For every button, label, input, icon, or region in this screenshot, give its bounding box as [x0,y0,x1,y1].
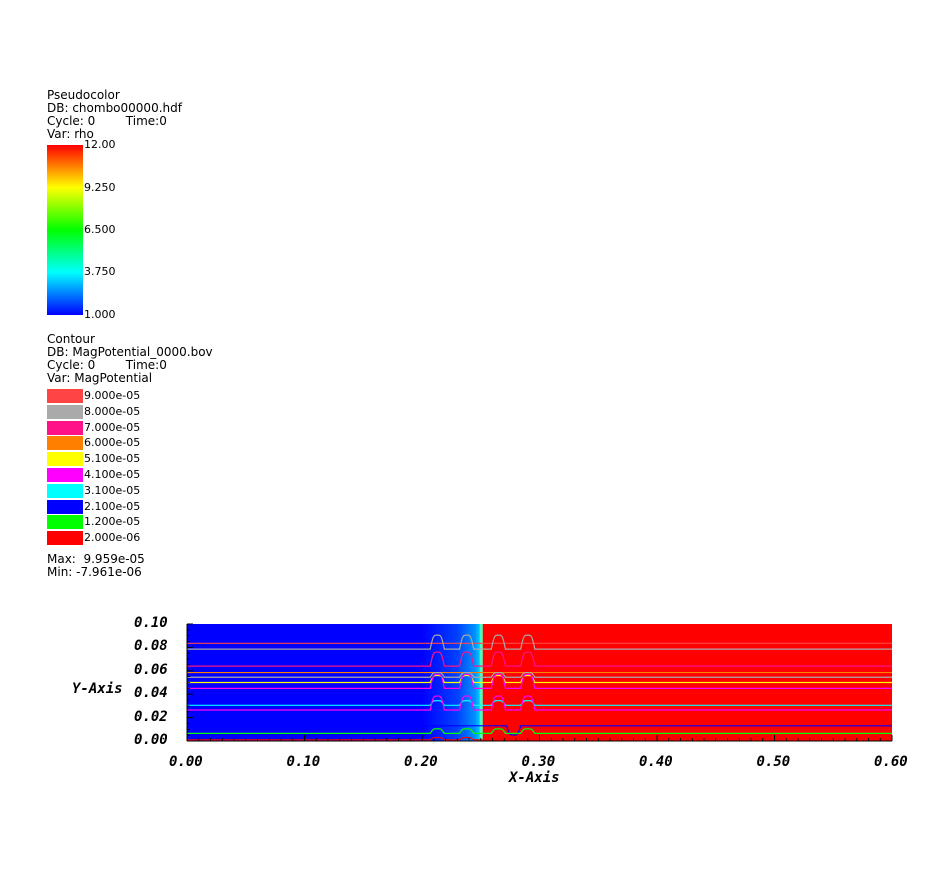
x-tick-label: 0.60 [874,754,908,770]
x-tick-label: 0.30 [521,754,556,770]
contour-var: Var: MagPotential [47,371,153,385]
pseudocolor-db: DB: chombo00000.hdf [47,101,182,115]
y-axis-title: Y-Axis [72,681,123,697]
axes [186,623,893,742]
contour-level-label: 8.000e-05 [84,404,141,418]
contour-line [187,673,892,689]
colorbar-tick: 9.250 [84,181,116,194]
contour-level-label: 7.000e-05 [84,420,141,434]
y-tick-label: 0.02 [134,708,168,725]
contour-level-label: 3.100e-05 [84,483,141,497]
pseudocolor-colorbar [47,145,83,315]
colorbar-tick: 6.500 [84,223,116,236]
y-tick-label: 0.10 [134,615,168,631]
x-tick-label: 0.10 [286,754,321,770]
contour-level-label: 9.000e-05 [84,389,141,402]
contour-line [187,700,892,706]
contour-line [187,651,892,667]
contour-swatch [47,420,83,435]
y-tick-label: 0.04 [134,685,168,702]
y-tick-label: 0.06 [134,661,168,678]
contour-title: Contour [47,332,95,346]
pseudocolor-cycle: Cycle: 0 Time:0 [47,114,167,128]
contour-swatch [47,436,83,451]
contour-swatch [47,499,83,514]
y-tick-label: 0.00 [134,732,168,748]
contour-swatch [47,389,83,403]
colorbar-tick: 3.750 [84,265,116,278]
x-tick-label: 0.40 [639,754,673,770]
x-axis-title: X-Axis [509,770,560,786]
contour-min: Min: -7.961e-06 [47,565,142,579]
contour-level-label: 4.100e-05 [84,468,141,481]
contour-lines [187,634,892,741]
contour-cycle: Cycle: 0 Time:0 [47,358,167,372]
contour-level-label: 2.000e-06 [84,531,141,545]
contour-swatch [47,483,83,498]
contour-swatch [47,404,83,419]
pseudocolor-var: Var: rho [47,127,94,141]
contour-db: DB: MagPotential_0000.bov [47,345,213,359]
contour-level-label: 1.200e-05 [84,515,141,529]
contour-line [187,671,892,678]
x-tick-label: 0.50 [756,754,791,770]
contour-line [187,725,892,736]
contour-line [187,695,892,711]
colorbar-tick: 1.000 [84,308,116,321]
contour-swatch [47,531,83,546]
contour-swatch [47,468,83,482]
contour-level-label: 5.100e-05 [84,452,141,466]
contour-line [187,674,892,684]
contour-level-label: 2.100e-05 [84,499,141,513]
contour-line [187,728,892,734]
contour-level-label: 6.000e-05 [84,436,141,450]
contour-line [187,634,892,650]
contour-swatch [47,452,83,467]
pseudocolor-title: Pseudocolor [47,88,120,102]
contour-swatch [47,515,83,530]
contour-max: Max: 9.959e-05 [47,552,145,566]
contour-line [187,736,892,741]
x-tick-label: 0.20 [404,754,438,770]
x-tick-label: 0.00 [169,754,203,770]
y-tick-label: 0.08 [134,638,168,655]
colorbar-tick: 12.00 [84,138,116,151]
